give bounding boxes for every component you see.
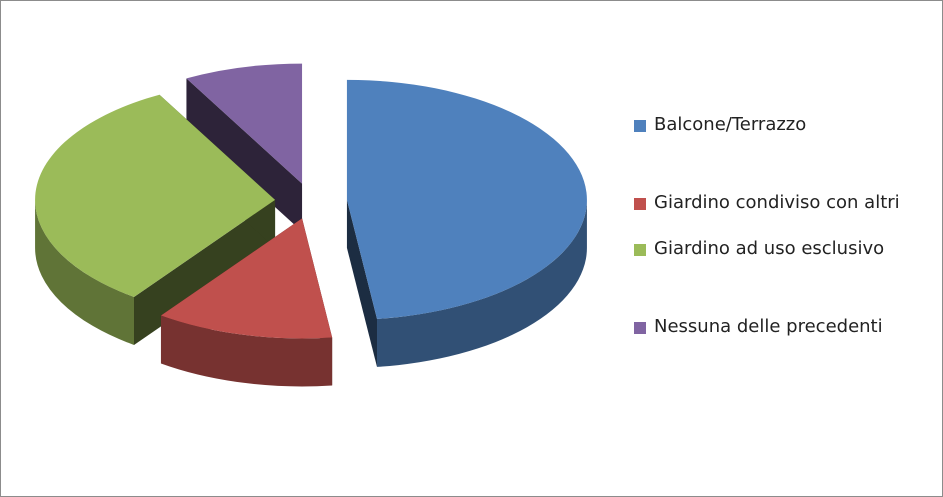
legend: Balcone/Terrazzo Giardino condiviso con a… <box>634 109 924 389</box>
legend-item: Balcone/Terrazzo <box>634 109 924 141</box>
slice-side <box>35 199 135 345</box>
legend-label: Balcone/Terrazzo <box>654 114 807 135</box>
legend-item: Giardino condiviso con altri <box>634 187 924 219</box>
legend-item: Nessuna delle precedenti <box>634 311 924 343</box>
legend-swatch <box>634 120 646 132</box>
slice-side <box>160 315 333 387</box>
slice-side <box>377 199 587 367</box>
pie-slice <box>160 218 333 339</box>
slice-cut-face <box>186 78 303 232</box>
pie-slice <box>186 63 303 184</box>
slice-cut-face <box>134 199 276 345</box>
pie-slice <box>346 79 587 319</box>
slice-cut-face <box>346 199 378 367</box>
legend-label: Giardino condiviso con altri <box>654 192 900 213</box>
legend-swatch <box>634 244 646 256</box>
legend-item: Giardino ad uso esclusivo <box>634 233 924 265</box>
legend-label: Giardino ad uso esclusivo <box>654 238 885 259</box>
legend-label: Nessuna delle precedenti <box>654 316 883 337</box>
legend-swatch <box>634 198 646 210</box>
pie-slice <box>35 94 276 297</box>
legend-swatch <box>634 322 646 334</box>
